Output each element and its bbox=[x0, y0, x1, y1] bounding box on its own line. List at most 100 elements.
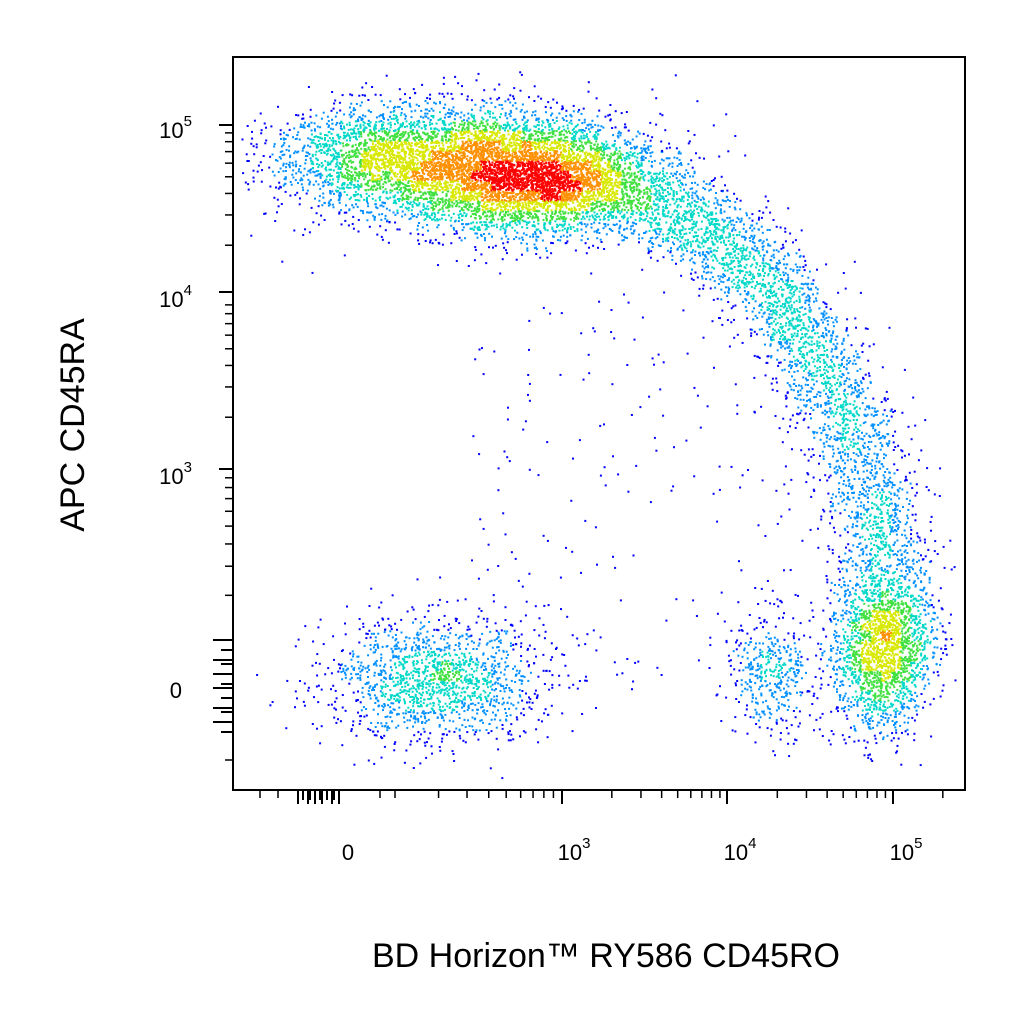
event-dot bbox=[451, 97, 454, 100]
event-dot bbox=[388, 674, 391, 677]
event-dot bbox=[354, 120, 357, 123]
event-dot bbox=[431, 688, 434, 691]
event-dot bbox=[492, 112, 495, 115]
event-dot bbox=[356, 655, 359, 658]
event-dot bbox=[492, 140, 495, 143]
event-dot bbox=[428, 653, 431, 656]
event-dot bbox=[429, 194, 432, 197]
event-dot bbox=[509, 739, 512, 742]
event-dot bbox=[509, 137, 512, 140]
event-dot bbox=[374, 651, 377, 654]
event-dot bbox=[441, 213, 444, 216]
event-dot bbox=[525, 177, 528, 180]
event-dot bbox=[440, 717, 443, 720]
event-dot bbox=[495, 671, 498, 674]
event-dot bbox=[343, 191, 346, 193]
event-dot bbox=[481, 703, 484, 706]
event-dot bbox=[506, 172, 509, 175]
event-dot bbox=[486, 676, 489, 679]
event-dot bbox=[403, 640, 406, 643]
event-dot bbox=[416, 636, 419, 639]
event-dot bbox=[414, 150, 417, 153]
event-dot bbox=[507, 731, 510, 734]
event-dot bbox=[346, 175, 349, 178]
event-dot bbox=[542, 669, 545, 672]
event-dot bbox=[490, 214, 493, 217]
event-dot bbox=[574, 183, 577, 186]
event-dot bbox=[374, 199, 377, 202]
event-dot bbox=[316, 174, 319, 177]
event-dot bbox=[488, 190, 491, 193]
event-dot bbox=[458, 713, 461, 716]
event-dot bbox=[416, 578, 419, 581]
event-dot bbox=[512, 648, 515, 651]
event-dot bbox=[554, 134, 557, 137]
event-dot bbox=[421, 661, 424, 664]
event-dot bbox=[455, 670, 458, 673]
event-dot bbox=[457, 165, 460, 168]
event-dot bbox=[374, 702, 377, 704]
event-dot bbox=[496, 176, 499, 179]
event-dot bbox=[553, 130, 556, 133]
event-dot bbox=[518, 694, 521, 697]
event-dot bbox=[466, 146, 469, 148]
event-dot bbox=[469, 181, 472, 184]
event-dot bbox=[419, 141, 422, 143]
event-dot bbox=[332, 139, 335, 142]
event-dot bbox=[360, 101, 363, 104]
event-dot bbox=[427, 650, 429, 653]
event-dot bbox=[626, 222, 629, 225]
event-dot bbox=[495, 153, 498, 156]
event-dot bbox=[470, 222, 473, 225]
event-dot bbox=[406, 125, 409, 128]
event-dot bbox=[469, 185, 472, 188]
event-dot bbox=[462, 686, 465, 689]
event-dot bbox=[467, 117, 470, 120]
event-dot bbox=[337, 663, 340, 666]
event-dot bbox=[408, 102, 411, 105]
event-dot bbox=[581, 131, 584, 134]
event-dot bbox=[420, 183, 423, 186]
event-dot bbox=[411, 205, 414, 208]
event-dot bbox=[518, 155, 521, 158]
event-dot bbox=[419, 693, 422, 696]
event-dot bbox=[504, 127, 507, 130]
event-dot bbox=[352, 724, 354, 727]
event-dot bbox=[472, 117, 475, 120]
event-dot bbox=[432, 147, 435, 149]
event-dot bbox=[361, 210, 364, 212]
event-dot bbox=[541, 195, 544, 198]
event-dot bbox=[468, 673, 471, 676]
event-dot bbox=[377, 632, 380, 635]
event-dot bbox=[629, 141, 632, 144]
event-dot bbox=[340, 223, 343, 226]
event-dot bbox=[393, 188, 396, 191]
event-dot bbox=[564, 664, 567, 667]
event-dot bbox=[423, 715, 426, 718]
event-dot bbox=[476, 192, 478, 195]
event-dot bbox=[408, 185, 411, 188]
event-dot bbox=[471, 695, 474, 697]
event-dot bbox=[478, 201, 481, 204]
event-dot bbox=[598, 158, 600, 161]
event-dot bbox=[691, 191, 694, 194]
event-dot bbox=[427, 718, 430, 721]
event-dot bbox=[519, 71, 522, 74]
event-dot bbox=[543, 139, 546, 142]
event-dot bbox=[448, 730, 451, 733]
event-dot bbox=[599, 178, 602, 181]
event-dot bbox=[430, 107, 433, 110]
event-dot bbox=[561, 105, 564, 108]
event-dot bbox=[463, 663, 466, 666]
event-dot bbox=[367, 689, 370, 692]
event-dot bbox=[424, 678, 426, 681]
event-dot bbox=[448, 719, 451, 722]
event-dot bbox=[449, 706, 452, 709]
event-dot bbox=[414, 618, 417, 621]
event-dot bbox=[560, 178, 563, 180]
event-dot bbox=[357, 132, 360, 135]
event-dot bbox=[489, 630, 492, 633]
event-dot bbox=[446, 186, 449, 189]
event-dot bbox=[466, 731, 469, 734]
event-dot bbox=[503, 668, 506, 671]
